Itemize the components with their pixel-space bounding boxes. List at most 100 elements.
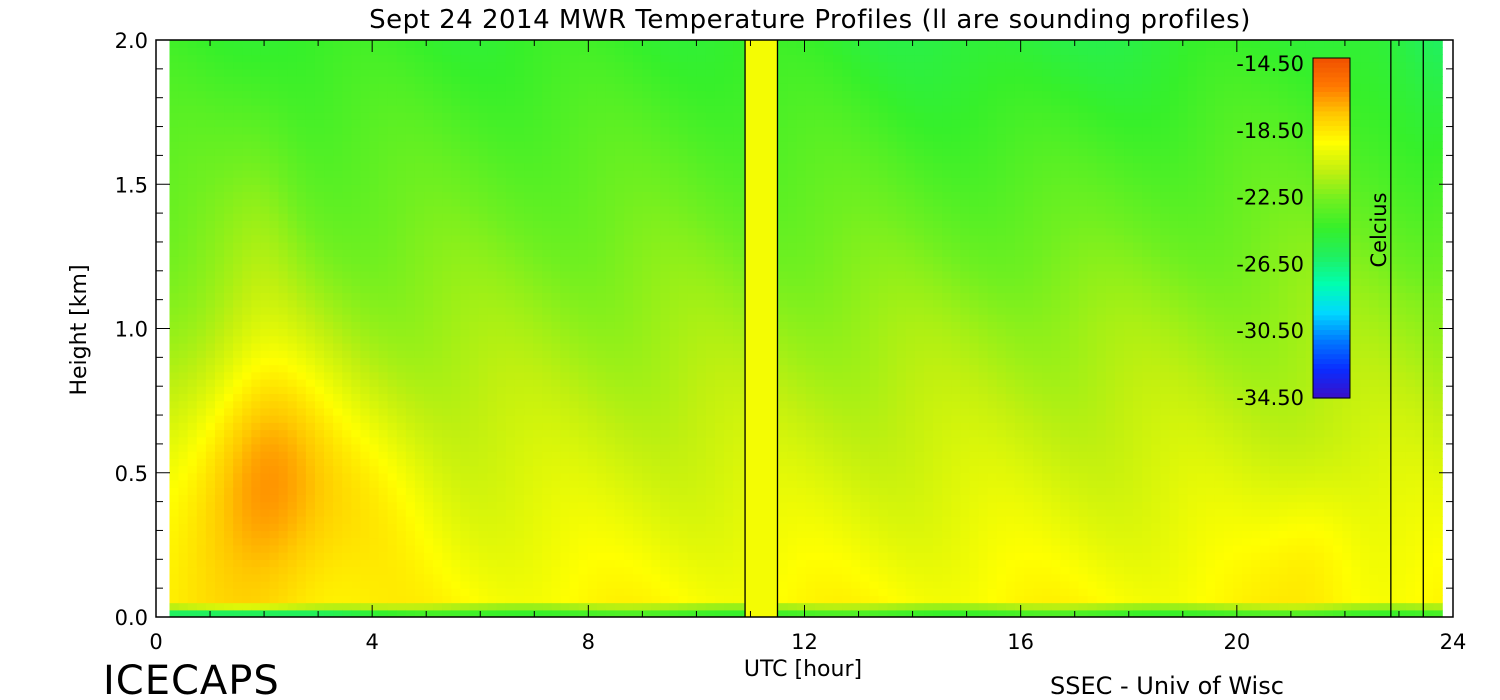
heatmap-cell [178,371,189,380]
heatmap-cell [224,140,234,149]
heatmap-cell [551,241,561,250]
heatmap-cell [196,97,207,106]
heatmap-cell [314,97,325,106]
heatmap-cell [442,133,452,142]
heatmap-cell [514,270,525,279]
heatmap-cell [660,299,671,308]
heatmap-cell [651,270,661,279]
heatmap-cell [233,177,243,185]
heatmap-cell [387,386,398,395]
heatmap-cell [433,400,443,409]
heatmap-cell [724,407,734,416]
heatmap-cell [633,198,643,207]
heatmap-cell [714,400,725,409]
heatmap-cell [533,177,543,185]
heatmap-cell [214,241,225,250]
heatmap-cell [378,400,389,409]
heatmap-cell [705,213,716,221]
heatmap-cell [614,494,625,503]
heatmap-cell [242,537,252,546]
heatmap-cell [260,285,271,294]
heatmap-cell [396,148,407,156]
heatmap-cell [369,400,380,409]
heatmap-cell [714,458,725,467]
heatmap-cell [451,501,462,510]
heatmap-cell [360,133,371,142]
heatmap-cell [505,184,516,193]
heatmap-cell [169,523,180,532]
heatmap-cell [178,415,189,423]
heatmap-cell [251,328,262,337]
heatmap-cell [514,350,525,358]
heatmap-cell [405,451,416,459]
heatmap-cell [424,364,434,373]
heatmap-cell [624,112,634,120]
heatmap-cell [342,386,352,395]
heatmap-cell [260,90,271,99]
heatmap-cell [287,90,298,99]
heatmap-cell [387,436,398,445]
heatmap-cell [214,299,225,308]
heatmap-cell [714,371,725,380]
heatmap-cell [405,191,416,200]
heatmap-cell [587,306,598,315]
heatmap-cell [424,270,434,279]
heatmap-cell [360,566,371,575]
heatmap-cell [178,68,189,77]
heatmap-cell [287,292,298,301]
heatmap-cell [569,184,580,193]
heatmap-cell [405,278,416,286]
heatmap-cell [505,90,516,99]
heatmap-cell [196,83,207,92]
heatmap-cell [542,415,552,423]
heatmap-cell [533,609,543,617]
heatmap-cell [651,162,661,171]
heatmap-cell [369,76,380,84]
heatmap-cell [651,40,661,48]
heatmap-cell [733,595,743,604]
heatmap-cell [505,544,516,553]
heatmap-cell [524,97,534,106]
heatmap-cell [287,407,298,416]
heatmap-cell [614,609,625,617]
heatmap-cell [405,400,416,409]
heatmap-cell [314,292,325,301]
heatmap-cell [214,487,225,495]
heatmap-cell [587,155,598,164]
heatmap-cell [451,342,462,351]
heatmap-cell [260,487,271,495]
heatmap-cell [451,198,462,207]
heatmap-cell [442,278,452,286]
heatmap-cell [678,544,689,553]
heatmap-cell [614,104,625,113]
heatmap-cell [596,205,607,214]
heatmap-cell [578,516,589,524]
heatmap-cell [524,393,534,402]
heatmap-cell [260,516,271,524]
heatmap-cell [578,54,589,63]
heatmap-cell [433,342,443,351]
heatmap-cell [414,140,425,149]
heatmap-cell [551,364,561,373]
heatmap-cell [296,458,307,467]
heatmap-cell [196,133,207,142]
heatmap-cell [269,559,280,568]
heatmap-cell [396,328,407,337]
heatmap-cell [551,285,561,294]
heatmap-cell [396,126,407,135]
heatmap-cell [433,422,443,431]
heatmap-cell [505,465,516,474]
heatmap-cell [514,415,525,423]
heatmap-cell [442,227,452,236]
heatmap-cell [551,155,561,164]
heatmap-cell [224,407,234,416]
heatmap-cell [496,234,507,243]
heatmap-cell [205,487,216,495]
heatmap-cell [260,76,271,84]
heatmap-cell [605,552,616,560]
heatmap-cell [733,378,743,387]
heatmap-cell [596,602,607,611]
heatmap-cell [369,328,380,337]
heatmap-cell [260,126,271,135]
heatmap-cell [724,133,734,142]
